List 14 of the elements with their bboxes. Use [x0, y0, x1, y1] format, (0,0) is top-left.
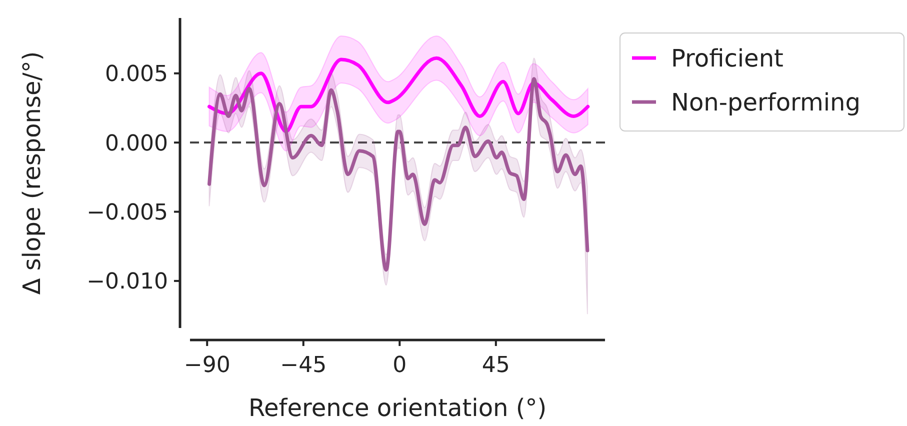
y-tick-label: 0.000 — [105, 131, 168, 156]
x-axis-title: Reference orientation (°) — [248, 394, 547, 422]
y-tick-label: 0.005 — [105, 62, 168, 88]
x-tick-label: 45 — [482, 353, 510, 378]
line-series — [208, 77, 590, 272]
legend-label: Non-performing — [671, 88, 860, 116]
x-tick-label: −90 — [184, 353, 230, 378]
y-axis-title: Δ slope (response/°) — [18, 51, 46, 295]
x-tick-label: −45 — [280, 353, 327, 378]
legend-label: Proficient — [671, 44, 784, 72]
line-series — [208, 56, 590, 134]
x-tick-label: 0 — [392, 353, 407, 378]
y-tick-label: −0.005 — [86, 200, 168, 226]
y-tick-label: −0.010 — [86, 270, 168, 295]
